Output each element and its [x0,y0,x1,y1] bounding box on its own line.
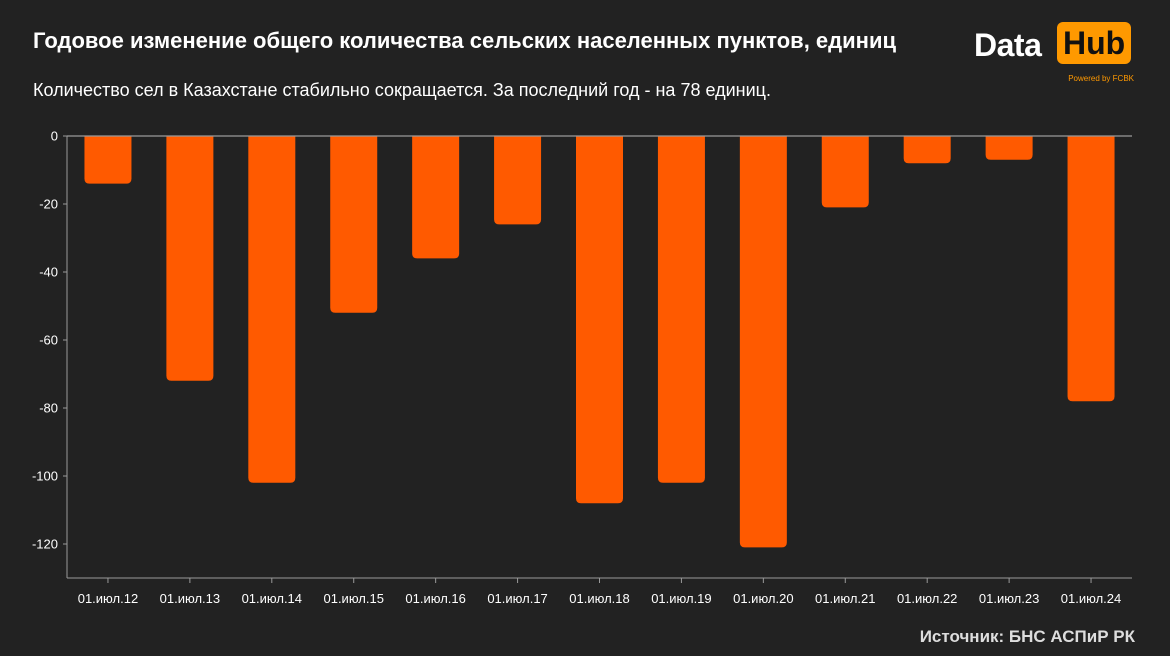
y-tick-label: -100 [32,469,58,484]
bar-01.июл.19 [657,136,705,483]
chart-title: Годовое изменение общего количества сель… [33,28,896,53]
y-tick-label: -60 [39,333,58,348]
x-tick-label: 01.июл.15 [323,591,383,606]
bar-01.июл.24 [1067,136,1115,402]
bar-01.июл.18 [576,136,623,504]
x-tick-label: 01.июл.20 [733,591,793,606]
y-tick-label: -80 [39,401,58,416]
x-tick-label: 01.июл.17 [487,591,547,606]
x-tick-label: 01.июл.18 [569,591,629,606]
logo-data-text: Data [974,27,1042,63]
x-tick-label: 01.июл.19 [651,591,711,606]
x-tick-label: 01.июл.16 [405,591,465,606]
bar-01.июл.22 [903,136,951,164]
bar-01.июл.12 [84,136,132,184]
x-tick-label: 01.июл.22 [897,591,957,606]
x-tick-label: 01.июл.21 [815,591,875,606]
y-tick-label: -40 [39,265,58,280]
y-tick-label: 0 [51,129,58,144]
bar-01.июл.14 [248,136,296,483]
source-note: Источник: БНС АСПиР РК [919,627,1135,646]
bar-01.июл.21 [821,136,869,208]
bar-01.июл.20 [739,136,787,548]
y-tick-label: -120 [32,537,58,552]
bar-01.июл.17 [494,136,542,225]
chart-subtitle: Количество сел в Казахстане стабильно со… [33,80,771,100]
x-tick-label: 01.июл.24 [1061,591,1121,606]
x-tick-label: 01.июл.23 [979,591,1039,606]
x-tick-label: 01.июл.14 [242,591,302,606]
y-tick-label: -20 [39,197,58,212]
x-tick-label: 01.июл.13 [160,591,220,606]
bar-01.июл.15 [330,136,378,313]
bar-01.июл.13 [166,136,214,381]
x-tick-label: 01.июл.12 [78,591,138,606]
logo-powered-text: Powered by FCBK [1068,74,1134,83]
logo-hub-text: Hub [1057,22,1132,65]
datahub-logo: Data Hub Powered by FCBK [974,22,1140,84]
bar-01.июл.23 [985,136,1033,160]
bar-01.июл.16 [412,136,460,259]
